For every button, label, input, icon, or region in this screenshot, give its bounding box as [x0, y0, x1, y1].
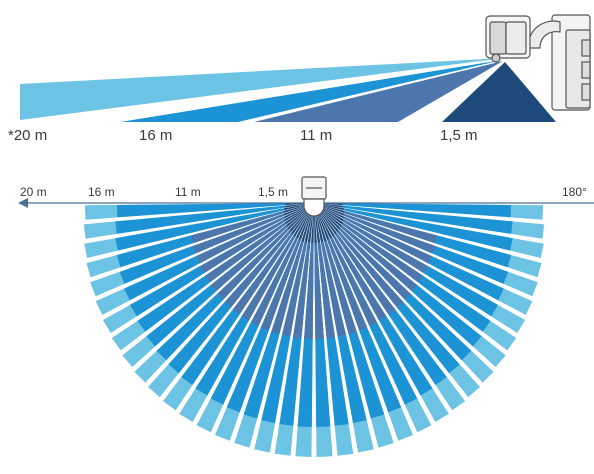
- zone-16m-segment: [342, 203, 512, 218]
- zone-11m-segment: [314, 242, 324, 339]
- top-label-16m: 16 m: [88, 185, 115, 199]
- zone-16m-segment: [343, 208, 513, 251]
- zone-11m-segment: [339, 228, 411, 300]
- top-label-11m: 11 m: [175, 185, 201, 199]
- side-label-20m: *20 m: [8, 127, 47, 144]
- zone-11m-segment: [200, 219, 286, 274]
- zone-11m-segment: [196, 216, 285, 264]
- zone-16m-segment: [343, 205, 513, 234]
- axis-arrow-icon: [18, 198, 28, 208]
- zone-11m-segment: [324, 240, 357, 334]
- side-zone-20m: [20, 58, 504, 120]
- zone-16m-segment: [116, 203, 286, 218]
- zone-11m-segment: [251, 237, 299, 326]
- side-view: *20 m 16 m 11 m 1,5 m: [8, 14, 591, 144]
- top-label-20m: 20 m: [20, 185, 47, 199]
- zone-11m-segment: [340, 225, 418, 292]
- sensor-device-top-icon: [301, 176, 327, 217]
- zone-11m-segment: [193, 213, 285, 254]
- zone-11m-segment: [329, 237, 377, 326]
- zone-11m-segment: [341, 222, 423, 283]
- zone-11m-segment: [210, 225, 288, 292]
- side-label-11m: 11 m: [300, 127, 332, 144]
- zone-11m-segment: [282, 241, 308, 337]
- zone-11m-segment: [335, 233, 396, 315]
- zone-11m-segment: [343, 211, 438, 244]
- top-label-1-5m: 1,5 m: [258, 185, 288, 199]
- zone-11m-segment: [317, 242, 335, 339]
- zone-11m-segment: [320, 241, 346, 337]
- zone-11m-segment: [304, 242, 314, 339]
- zone-16m-segment: [115, 205, 285, 234]
- zone-11m-segment: [332, 235, 387, 321]
- zone-11m-segment: [205, 222, 287, 283]
- zone-11m-segment: [337, 230, 404, 308]
- zone-11m-segment: [271, 240, 304, 334]
- zone-11m-segment: [224, 230, 291, 308]
- detection-fan: [83, 203, 545, 457]
- zone-11m-segment: [293, 242, 311, 339]
- side-zone-1-5m: [442, 62, 556, 122]
- zone-11m-segment: [342, 219, 428, 274]
- angle-label: 180°: [562, 185, 587, 199]
- side-label-16m: 16 m: [139, 127, 172, 144]
- side-zone-11m: [254, 61, 503, 122]
- zone-11m-segment: [343, 213, 435, 254]
- sensor-device-side-icon: [485, 14, 591, 111]
- top-view: 20 m 16 m 11 m 1,5 m 180°: [18, 176, 594, 457]
- side-zone-16m: [120, 60, 502, 122]
- zone-11m-segment: [343, 216, 432, 264]
- zone-11m-segment: [260, 239, 301, 331]
- zone-11m-segment: [217, 228, 289, 300]
- zone-11m-segment: [327, 239, 368, 331]
- zone-11m-segment: [190, 211, 285, 244]
- zone-11m-segment: [241, 235, 296, 321]
- side-label-1-5m: 1,5 m: [440, 127, 478, 144]
- zone-11m-segment: [232, 233, 293, 315]
- zone-16m-segment: [115, 208, 285, 251]
